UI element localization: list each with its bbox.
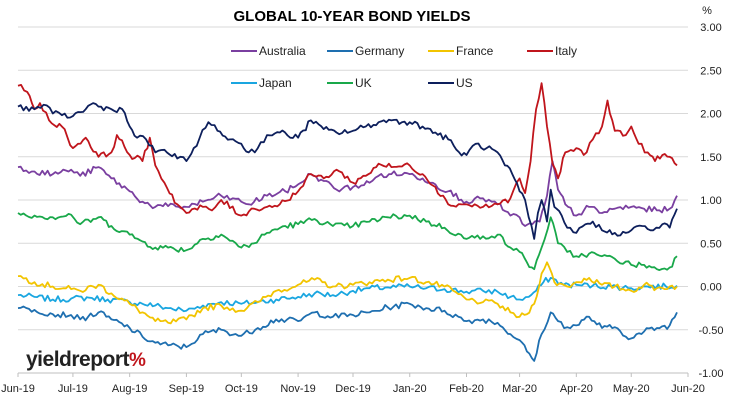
y-tick-label: -1.00 (698, 368, 723, 380)
logo-percent-symbol: % (129, 350, 146, 371)
y-axis-unit: % (702, 5, 712, 17)
y-tick-label: 3.00 (700, 22, 721, 34)
series-lines (17, 82, 678, 362)
legend-label: US (456, 76, 473, 90)
x-tick-label: Jun-19 (1, 383, 35, 395)
series-line-uk (17, 212, 678, 271)
legend-item-germany: Germany (327, 44, 404, 58)
y-tick-label: 0.00 (700, 282, 721, 294)
legend-item-australia: Australia (231, 44, 306, 58)
legend-item-france: France (428, 44, 494, 58)
x-tick-label: Mar-20 (502, 383, 537, 395)
axes: -1.00 -0.50 0.00 0.50 1.00 1.50 2.00 2.50 3.00 Ju… (1, 22, 723, 395)
series-line-us (17, 102, 678, 240)
y-tick-label: 1.00 (700, 195, 721, 207)
x-tick-label: Dec-19 (335, 383, 370, 395)
legend-item-uk: UK (327, 76, 372, 90)
series-line-australia (17, 160, 678, 227)
logo-word: yieldreport (26, 348, 130, 371)
legend-label: Australia (259, 44, 306, 58)
x-tick-label: Apr-20 (560, 383, 593, 395)
x-tick-label: Aug-19 (112, 383, 147, 395)
gridlines (18, 26, 688, 374)
x-tick-label: May-20 (613, 383, 650, 395)
y-tick-label: -0.50 (698, 325, 723, 337)
series-line-france (17, 261, 678, 325)
legend-item-italy: Italy (527, 44, 577, 58)
y-tick-label: 2.00 (700, 109, 721, 121)
y-tick-label: 0.50 (700, 238, 721, 250)
y-tick-label: 2.50 (700, 65, 721, 77)
legend-item-japan: Japan (231, 76, 292, 90)
legend: Australia Germany France Italy Japan UK US (231, 44, 577, 90)
x-tick-label: Nov-19 (280, 383, 315, 395)
x-tick-label: Jul-19 (58, 383, 88, 395)
legend-label: France (456, 44, 494, 58)
chart-title: GLOBAL 10-YEAR BOND YIELDS (234, 8, 471, 25)
legend-item-us: US (428, 76, 473, 90)
legend-label: Italy (555, 44, 577, 58)
x-tick-label: Jun-20 (671, 383, 705, 395)
x-tick-label: Feb-20 (449, 383, 484, 395)
y-tick-label: 1.50 (700, 152, 721, 164)
yieldreport-logo: yieldreport% (26, 348, 146, 371)
legend-label: Germany (355, 44, 404, 58)
series-line-italy (17, 82, 678, 217)
series-line-germany (17, 301, 678, 362)
legend-label: UK (355, 76, 372, 90)
x-tick-label: Oct-19 (225, 383, 258, 395)
logo-wordmark: yieldreport% (26, 348, 146, 371)
x-tick-label: Jan-20 (393, 383, 427, 395)
legend-label: Japan (259, 76, 292, 90)
x-tick-label: Sep-19 (169, 383, 204, 395)
